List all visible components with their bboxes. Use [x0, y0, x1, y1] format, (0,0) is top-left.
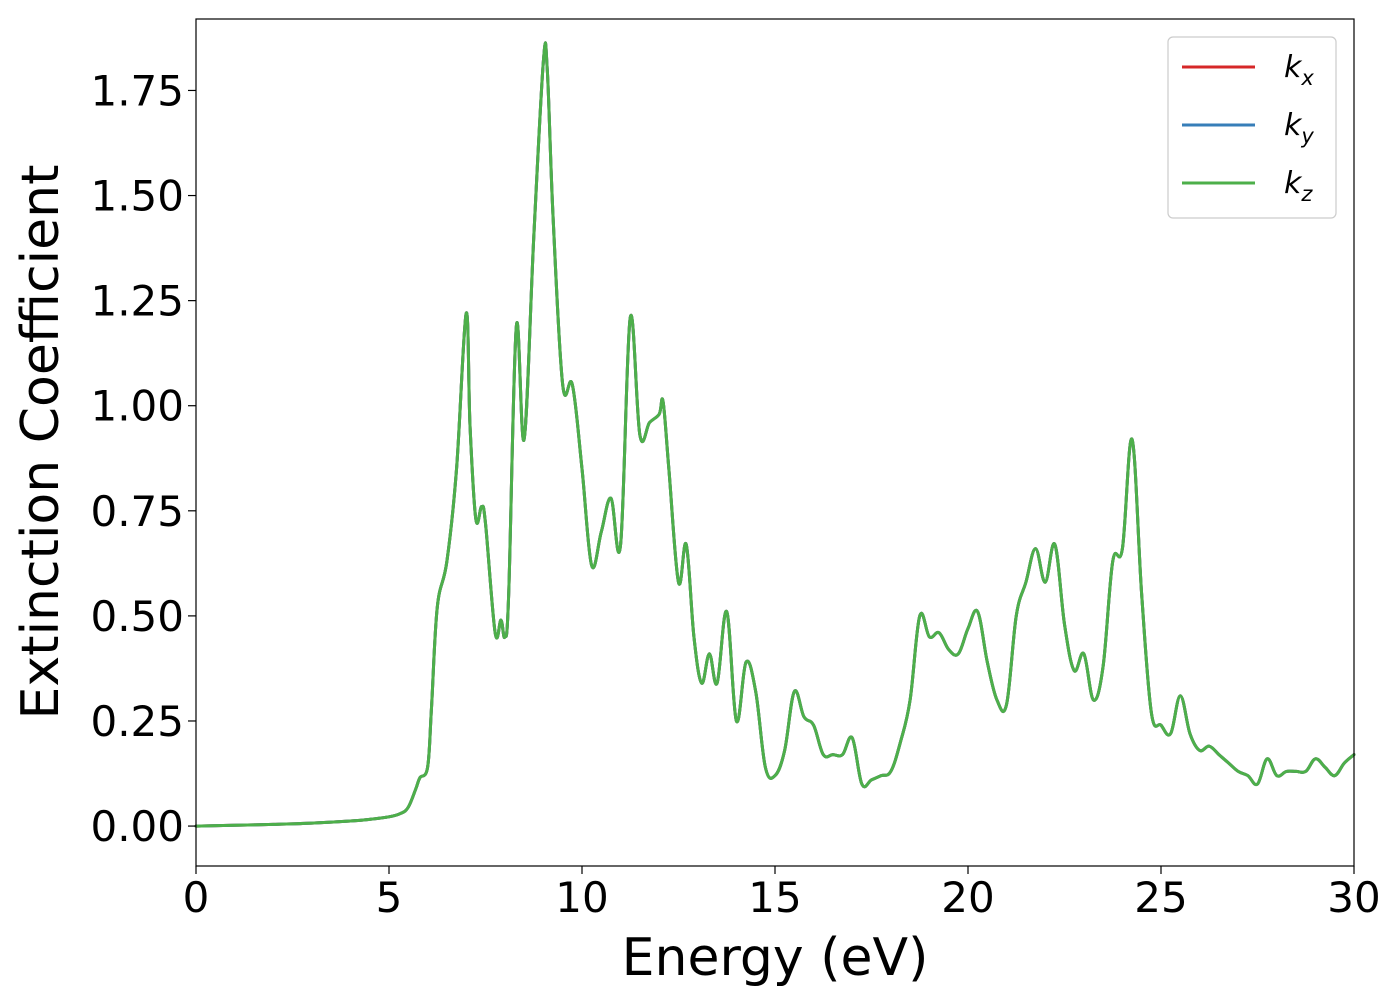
y-axis-title: Extinction Coefficient [11, 165, 71, 720]
y-tick-label: 1.25 [90, 277, 184, 326]
y-axis-ticks: 0.00 0.25 0.50 0.75 1.00 1.25 1.50 1.75 [90, 66, 196, 851]
x-tick-label: 25 [1134, 873, 1187, 922]
x-tick-label: 15 [748, 873, 801, 922]
legend: kx ky kz [1167, 36, 1337, 219]
legend-box [1167, 36, 1337, 219]
y-tick-label: 1.50 [90, 172, 184, 221]
y-tick-label: 1.75 [90, 66, 184, 115]
x-axis-ticks: 0 5 10 15 20 25 30 [183, 866, 1381, 922]
legend-label-z: kz [1284, 166, 1313, 206]
x-tick-label: 30 [1327, 873, 1380, 922]
y-tick-label: 0.75 [90, 487, 184, 536]
x-tick-label: 20 [941, 873, 994, 922]
legend-entries: kx ky kz [1182, 50, 1314, 206]
y-tick-label: 1.00 [90, 382, 184, 431]
x-tick-label: 10 [555, 873, 608, 922]
y-tick-label: 0.25 [90, 697, 184, 746]
y-tick-label: 0.00 [90, 802, 184, 851]
series-line-kz [194, 41, 1356, 828]
x-axis-title: Energy (eV) [622, 928, 929, 988]
legend-label-y: ky [1284, 108, 1314, 148]
x-tick-label: 5 [376, 873, 403, 922]
legend-label-x: kx [1284, 50, 1314, 90]
y-tick-label: 0.50 [90, 592, 184, 641]
series-layer [194, 41, 1356, 828]
x-tick-label: 0 [183, 873, 210, 922]
